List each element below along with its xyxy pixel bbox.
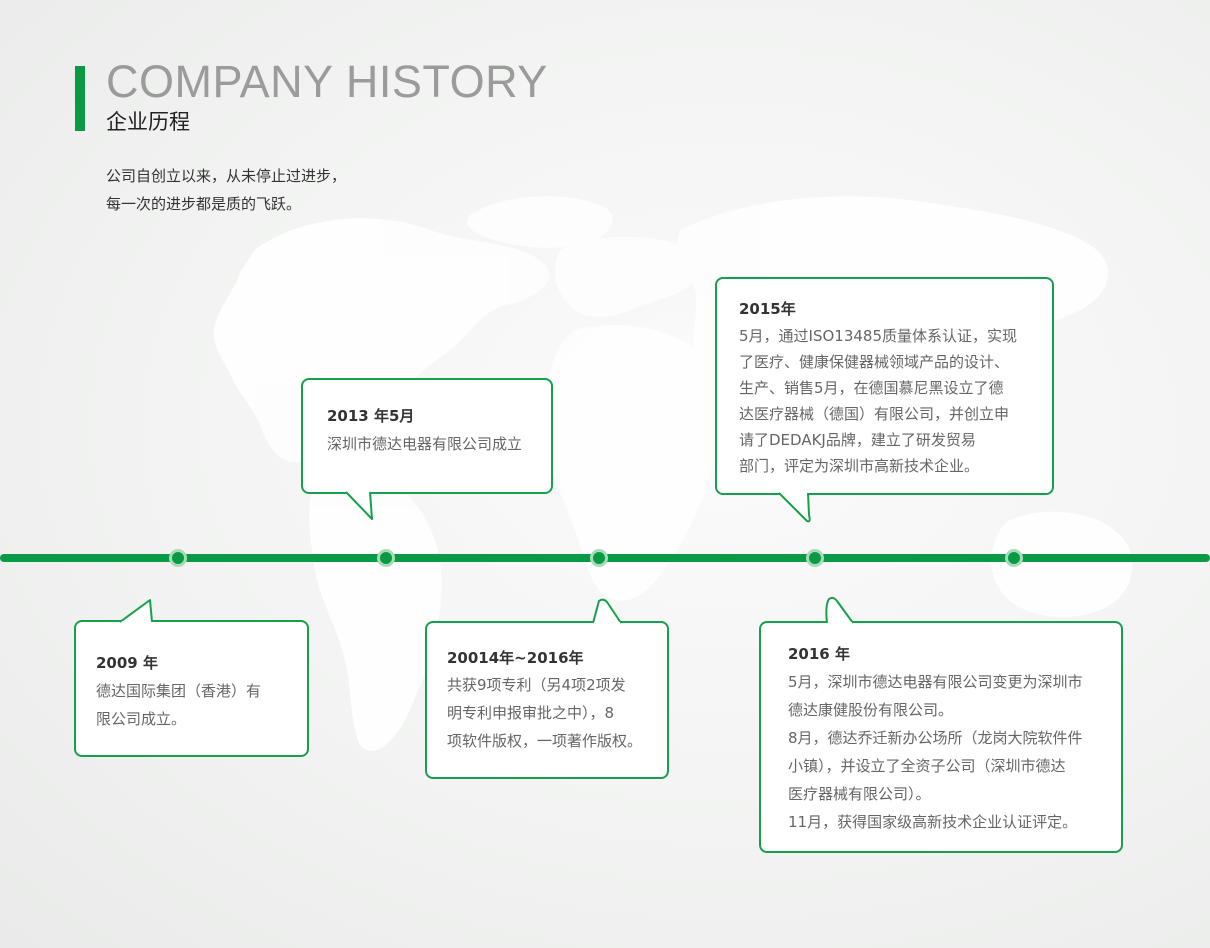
- card-description: 德达国际集团（香港）有 限公司成立。: [96, 677, 287, 733]
- card-line: 深圳市德达电器有限公司成立: [327, 435, 523, 453]
- intro-line: 每一次的进步都是质的飞跃。: [106, 195, 302, 213]
- card-line: 德达国际集团（香港）有: [96, 682, 262, 700]
- intro-line: 公司自创立以来，从未停止过进步，: [106, 167, 347, 185]
- card-pointer: [345, 489, 373, 520]
- timeline-node-2014-2016: [590, 549, 608, 567]
- card-description: 共获9项专利（另4项2项发 明专利申报审批之中），8 项软件版权，一项著作版权。: [447, 671, 647, 755]
- header-accent-bar: [75, 66, 85, 131]
- card-line: 部门，评定为深圳市高新技术企业。: [739, 457, 980, 475]
- timeline-node-2015: [806, 549, 824, 567]
- timeline-node-2013: [377, 549, 395, 567]
- card-pointer: [592, 598, 622, 626]
- intro-text: 公司自创立以来，从未停止过进步， 每一次的进步都是质的飞跃。: [106, 162, 346, 218]
- card-line: 5月，深圳市德达电器有限公司变更为深圳市: [788, 673, 1083, 691]
- card-line: 生产、销售5月，在德国慕尼黑设立了德: [739, 379, 1004, 397]
- card-description: 深圳市德达电器有限公司成立: [327, 430, 531, 458]
- timeline-card-2015: 2015年 5月，通过ISO13485质量体系认证，实现 了医疗、健康保健器械领…: [715, 277, 1054, 523]
- timeline-card-2009: 2009 年 德达国际集团（香港）有 限公司成立。: [74, 599, 309, 757]
- card-line: 11月，获得国家级高新技术企业认证评定。: [788, 813, 1078, 831]
- card-description: 5月，通过ISO13485质量体系认证，实现 了医疗、健康保健器械领域产品的设计…: [739, 323, 1032, 479]
- card-line: 达医疗器械（德国）有限公司，并创立申: [739, 405, 1010, 423]
- card-line: 了医疗、健康保健器械领域产品的设计、: [739, 353, 1010, 371]
- card-year: 20014年~2016年: [447, 649, 584, 667]
- card-line: 医疗器械有限公司）。: [788, 785, 931, 803]
- card-line: 5月，通过ISO13485质量体系认证，实现: [739, 327, 1018, 345]
- timeline-node-2009: [169, 549, 187, 567]
- card-line: 共获9项专利（另4项2项发: [447, 676, 626, 694]
- timeline-node-2016: [1005, 549, 1023, 567]
- card-pointer: [119, 599, 153, 625]
- card-line: 请了DEDAKJ品牌，建立了研发贸易: [739, 431, 976, 449]
- timeline-card-2016: 2016 年 5月，深圳市德达电器有限公司变更为深圳市 德达康健股份有限公司。 …: [759, 596, 1123, 853]
- page-subtitle: 企业历程: [106, 110, 190, 134]
- card-line: 8月，德达乔迁新办公场所（龙岗大院软件件: [788, 729, 1083, 747]
- card-line: 限公司成立。: [96, 710, 187, 728]
- timeline-card-2014-2016: 20014年~2016年 共获9项专利（另4项2项发 明专利申报审批之中），8 …: [425, 598, 669, 779]
- card-line: 项软件版权，一项著作版权。: [447, 732, 643, 750]
- card-line: 小镇），并设立了全资子公司（深圳市德达: [788, 757, 1066, 775]
- card-year: 2013 年5月: [327, 407, 415, 425]
- card-line: 德达康健股份有限公司。: [788, 701, 954, 719]
- timeline-card-2013: 2013 年5月 深圳市德达电器有限公司成立: [301, 378, 553, 520]
- card-year: 2015年: [739, 300, 796, 318]
- card-year: 2009 年: [96, 654, 158, 672]
- card-pointer: [825, 596, 854, 626]
- card-line: 明专利申报审批之中），8: [447, 704, 615, 722]
- card-description: 5月，深圳市德达电器有限公司变更为深圳市 德达康健股份有限公司。 8月，德达乔迁…: [788, 668, 1101, 836]
- card-pointer: [778, 490, 811, 523]
- card-year: 2016 年: [788, 645, 850, 663]
- page-title: COMPANY HISTORY: [106, 56, 548, 107]
